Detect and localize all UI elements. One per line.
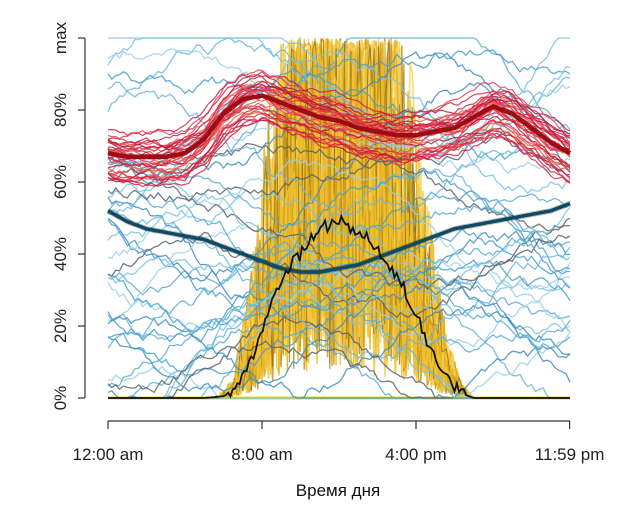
high-load-profile-line xyxy=(107,69,571,140)
consumer-profile-line xyxy=(107,168,571,341)
consumer-profile-line xyxy=(107,142,571,232)
consumer-profile-line xyxy=(107,37,571,182)
consumer-profile-line xyxy=(107,177,571,314)
consumer-profile-line xyxy=(107,225,571,348)
consumer-profile-lines xyxy=(107,37,571,399)
consumer-profile-line xyxy=(107,240,571,349)
consumer-profile-line xyxy=(107,81,571,216)
consumer-profile-line xyxy=(107,256,571,335)
x-axis-label: Время дня xyxy=(296,481,380,500)
y-tick-label: max xyxy=(51,21,70,54)
consumer-profile-line xyxy=(107,49,571,216)
high-load-profile-line xyxy=(107,105,571,182)
consumer-profile-line xyxy=(107,190,571,318)
consumer-profile-line xyxy=(107,73,571,173)
consumer-profile-line xyxy=(107,158,571,291)
y-tick-label: 0% xyxy=(51,386,70,411)
x-tick-label: 4:00 pm xyxy=(385,445,446,464)
consumer-profile-line xyxy=(107,81,571,282)
consumer-profile-line xyxy=(107,227,571,333)
x-tick-label: 12:00 am xyxy=(73,445,144,464)
high-load-profile-line xyxy=(107,117,571,184)
consumer-profile-line xyxy=(107,167,571,343)
high-load-profile-line xyxy=(107,70,571,137)
x-tick-label: 8:00 am xyxy=(231,445,292,464)
y-tick-label: 40% xyxy=(51,237,70,271)
y-tick-label: 60% xyxy=(51,165,70,199)
y-ticks: 0% 20% 40% 60% 80% max xyxy=(51,21,85,410)
y-tick-label: 20% xyxy=(51,309,70,343)
consumer-profile-line xyxy=(107,278,571,393)
consumer-profile-line xyxy=(107,297,571,387)
x-ticks: 12:00 am 8:00 am 4:00 pm 11:59 pm xyxy=(73,421,605,464)
y-tick-label: 80% xyxy=(51,93,70,127)
consumer-profile-line xyxy=(107,49,571,95)
blue-mean-line xyxy=(107,201,571,274)
high-load-profile-line xyxy=(107,113,571,183)
high-load-profile-line xyxy=(107,80,571,151)
high-load-profile-line xyxy=(107,118,571,188)
high-load-profile-line xyxy=(107,117,571,187)
consumer-profile-line xyxy=(107,193,571,281)
consumer-profile-line xyxy=(107,196,571,315)
consumer-profile-line xyxy=(107,315,571,399)
x-tick-label: 11:59 pm xyxy=(535,445,605,464)
solar-mean-line xyxy=(108,213,570,399)
red-mean-line xyxy=(107,93,572,160)
axes xyxy=(84,38,570,422)
consumer-profile-line xyxy=(107,259,571,376)
mean-profile-lines xyxy=(106,93,572,399)
